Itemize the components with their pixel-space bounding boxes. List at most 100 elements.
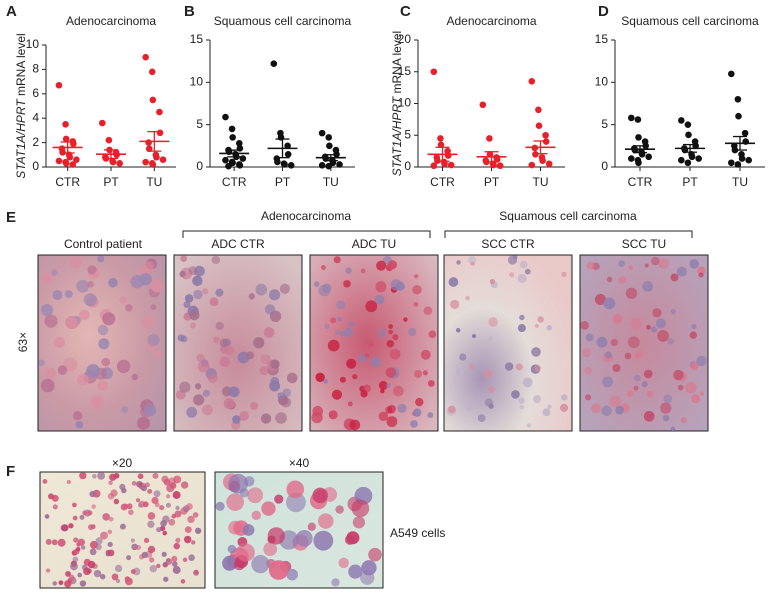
cell — [333, 256, 341, 264]
cell — [58, 580, 64, 586]
cell — [531, 347, 541, 357]
cell — [633, 385, 639, 391]
cell — [526, 423, 531, 428]
y-tick-label: 15 — [398, 64, 412, 78]
cell — [83, 567, 91, 576]
cell — [44, 314, 58, 328]
cell — [519, 405, 524, 410]
cell — [126, 503, 133, 510]
cell — [57, 538, 66, 547]
cell — [82, 510, 88, 516]
panel-label: D — [598, 3, 609, 20]
cell — [64, 580, 72, 588]
cell — [388, 329, 393, 335]
cell — [488, 317, 498, 327]
cell — [135, 544, 142, 551]
y-tick-label: 10 — [26, 37, 40, 51]
cell — [93, 569, 102, 578]
data-point — [55, 157, 63, 165]
cell — [108, 480, 113, 486]
cell — [162, 515, 170, 523]
cell — [392, 334, 399, 341]
image-label: ADC TU — [352, 237, 396, 251]
data-point — [745, 156, 752, 164]
cell — [260, 354, 271, 365]
cell — [488, 386, 495, 393]
cell — [343, 327, 354, 338]
data-point — [69, 161, 77, 168]
cell — [483, 369, 492, 378]
cell — [427, 412, 434, 419]
cell — [142, 315, 156, 329]
y-tick-label: 8 — [32, 62, 39, 76]
cell — [388, 324, 393, 329]
cell — [52, 581, 58, 586]
cell — [650, 326, 658, 333]
cell — [154, 350, 163, 358]
cell — [243, 476, 255, 487]
cell — [77, 572, 83, 578]
cell — [630, 317, 643, 330]
group-label: Squamous cell carcinoma — [499, 209, 637, 223]
data-point — [284, 142, 291, 150]
cell — [370, 357, 381, 367]
x-tick-label: TU — [533, 175, 549, 189]
cell — [51, 269, 58, 277]
cell — [628, 265, 633, 270]
cell — [385, 383, 391, 389]
cell — [352, 373, 358, 380]
cell — [192, 512, 199, 518]
x-tick-label: CTR — [222, 175, 247, 189]
cell — [670, 308, 676, 315]
cell — [79, 309, 90, 321]
cell — [596, 336, 608, 348]
data-point — [645, 153, 652, 161]
cell — [317, 513, 334, 529]
cell — [52, 504, 58, 510]
cell — [197, 360, 210, 373]
cell — [403, 317, 408, 322]
cell — [423, 306, 433, 315]
cell — [618, 275, 627, 284]
data-point — [741, 129, 749, 137]
cell — [211, 255, 221, 265]
cell — [412, 408, 422, 417]
cell — [87, 510, 93, 516]
data-point — [326, 142, 333, 150]
cell — [57, 365, 68, 375]
cell — [559, 403, 569, 412]
cell — [469, 363, 476, 370]
data-point — [281, 161, 288, 168]
cell — [488, 336, 493, 341]
cell — [180, 481, 189, 489]
y-tick-label: 0 — [196, 159, 203, 173]
data-point — [496, 162, 504, 170]
cell — [448, 277, 459, 287]
cell — [227, 544, 237, 554]
cell — [280, 397, 292, 408]
cell — [610, 338, 618, 347]
cell — [489, 279, 496, 285]
cell — [233, 559, 245, 571]
cell — [52, 289, 63, 300]
cell — [274, 494, 284, 504]
cell — [53, 336, 65, 349]
cell — [45, 568, 51, 573]
cell — [72, 515, 78, 521]
cell — [546, 325, 552, 331]
cell — [651, 256, 660, 266]
chart-title: Squamous cell carcinoma — [214, 14, 352, 28]
cell — [346, 531, 360, 545]
cell — [385, 367, 396, 378]
cell — [239, 411, 249, 421]
cell — [670, 273, 679, 282]
cell — [393, 385, 404, 397]
cell — [75, 546, 81, 552]
cell — [79, 580, 87, 587]
cell — [139, 273, 152, 286]
data-point — [430, 68, 438, 76]
cell — [269, 289, 281, 301]
cell — [86, 364, 101, 379]
cell — [180, 335, 188, 343]
cell — [511, 390, 520, 399]
